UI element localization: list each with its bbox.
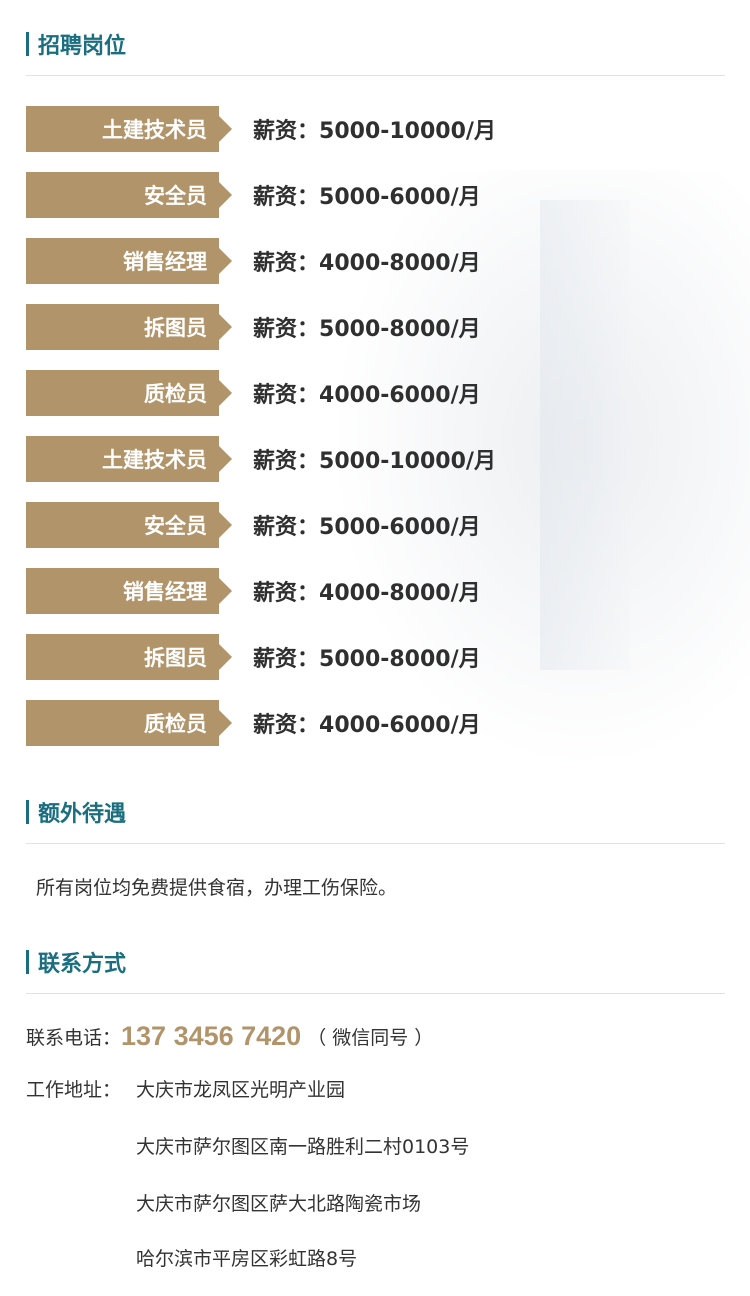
section-title-text: 额外待遇 [38, 802, 127, 827]
divider [26, 75, 725, 76]
job-salary: 薪资：5000-10000/月 [253, 443, 496, 475]
salary-value: 4000-8000/月 [319, 581, 481, 606]
job-title: 土建技术员 [26, 436, 232, 482]
salary-value: 5000-8000/月 [319, 317, 481, 342]
job-salary: 薪资：4000-6000/月 [253, 707, 481, 739]
job-row: 土建技术员 薪资：5000-10000/月 [26, 106, 496, 152]
job-title: 安全员 [26, 502, 232, 548]
section-title-text: 招聘岗位 [38, 34, 127, 59]
job-title: 土建技术员 [26, 106, 232, 152]
salary-value: 5000-10000/月 [319, 449, 496, 474]
job-row: 安全员 薪资：5000-6000/月 [26, 502, 481, 548]
salary-value: 5000-6000/月 [319, 515, 481, 540]
section-title-text: 联系方式 [38, 952, 127, 977]
salary-prefix: 薪资： [253, 581, 320, 606]
salary-prefix: 薪资： [253, 185, 320, 210]
job-row: 拆图员 薪资：5000-8000/月 [26, 634, 481, 680]
job-row: 销售经理 薪资：4000-8000/月 [26, 238, 481, 284]
job-salary: 薪资：5000-6000/月 [253, 179, 481, 211]
section-title-jobs: 招聘岗位 [26, 28, 126, 60]
salary-value: 5000-8000/月 [319, 647, 481, 672]
job-title: 质检员 [26, 370, 232, 416]
job-salary: 薪资：4000-6000/月 [253, 377, 481, 409]
salary-prefix: 薪资： [253, 515, 320, 540]
salary-prefix: 薪资： [253, 317, 320, 342]
background-watermark-shape [540, 200, 630, 670]
salary-prefix: 薪资： [253, 449, 320, 474]
salary-value: 5000-6000/月 [319, 185, 481, 210]
divider [26, 843, 725, 844]
job-title: 质检员 [26, 700, 232, 746]
section-title-contact: 联系方式 [26, 946, 126, 978]
job-salary: 薪资：5000-6000/月 [253, 509, 481, 541]
job-title: 销售经理 [26, 238, 232, 284]
job-row: 土建技术员 薪资：5000-10000/月 [26, 436, 496, 482]
salary-value: 4000-6000/月 [319, 713, 481, 738]
address-item: 哈尔滨市平房区彩虹路8号 [136, 1248, 358, 1270]
salary-prefix: 薪资： [253, 383, 320, 408]
salary-prefix: 薪资： [253, 647, 320, 672]
address-item: 大庆市萨尔图区萨大北路陶瓷市场 [136, 1193, 422, 1215]
phone-number[interactable]: 137 3456 7420 [121, 1021, 302, 1051]
job-row: 拆图员 薪资：5000-8000/月 [26, 304, 481, 350]
address-label: 工作地址： [26, 1079, 122, 1101]
salary-value: 4000-6000/月 [319, 383, 481, 408]
salary-prefix: 薪资： [253, 119, 320, 144]
phone-row: 联系电话： 137 3456 7420 （ 微信同号 ） [26, 1021, 433, 1052]
job-title: 拆图员 [26, 304, 232, 350]
job-title: 安全员 [26, 172, 232, 218]
job-row: 质检员 薪资：4000-6000/月 [26, 700, 481, 746]
salary-value: 5000-10000/月 [319, 119, 496, 144]
job-title: 销售经理 [26, 568, 232, 614]
job-salary: 薪资：5000-8000/月 [253, 641, 481, 673]
salary-prefix: 薪资： [253, 713, 320, 738]
divider [26, 993, 725, 994]
salary-value: 4000-8000/月 [319, 251, 481, 276]
benefits-text: 所有岗位均免费提供食宿，办理工伤保险。 [36, 877, 398, 899]
phone-label: 联系电话： [26, 1027, 122, 1049]
job-salary: 薪资：4000-8000/月 [253, 245, 481, 277]
section-title-benefits: 额外待遇 [26, 796, 126, 828]
job-row: 质检员 薪资：4000-6000/月 [26, 370, 481, 416]
address-item: 大庆市龙凤区光明产业园 [136, 1079, 346, 1101]
phone-note: （ 微信同号 ） [307, 1027, 434, 1049]
job-salary: 薪资：4000-8000/月 [253, 575, 481, 607]
job-salary: 薪资：5000-10000/月 [253, 113, 496, 145]
job-salary: 薪资：5000-8000/月 [253, 311, 481, 343]
job-title: 拆图员 [26, 634, 232, 680]
job-row: 安全员 薪资：5000-6000/月 [26, 172, 481, 218]
address-item: 大庆市萨尔图区南一路胜利二村0103号 [136, 1136, 470, 1158]
salary-prefix: 薪资： [253, 251, 320, 276]
job-row: 销售经理 薪资：4000-8000/月 [26, 568, 481, 614]
